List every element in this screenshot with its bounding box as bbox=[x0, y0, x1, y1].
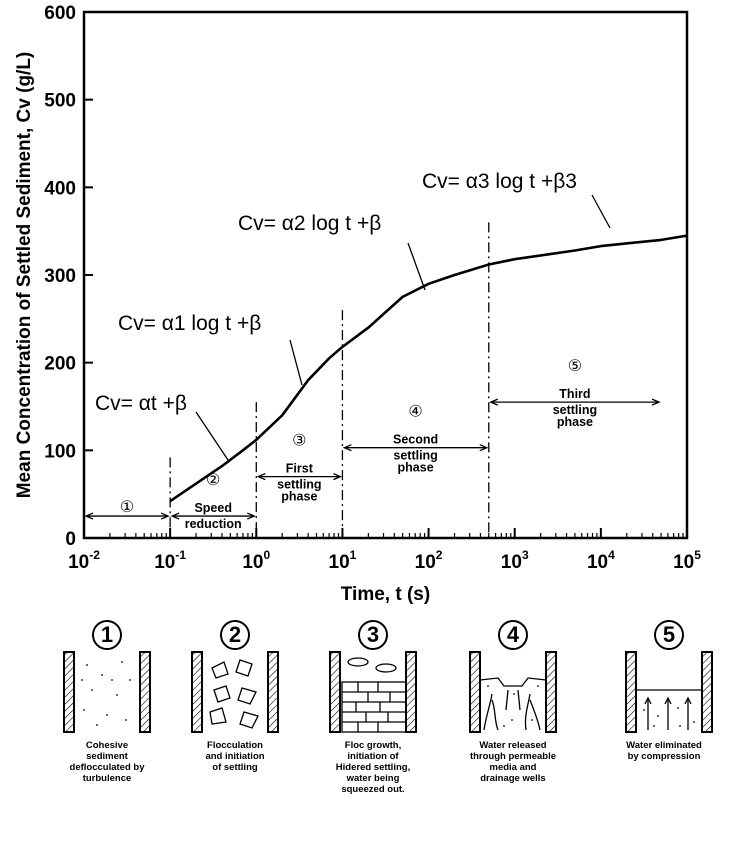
x-tick-label: 104 bbox=[587, 548, 615, 573]
equation-label: Cv= α1 log t +β bbox=[118, 312, 261, 335]
phase-arrow-head bbox=[489, 398, 499, 406]
y-tick-label: 400 bbox=[44, 178, 76, 199]
diagram-number: 3 bbox=[358, 620, 388, 650]
equation-label: Cv= αt +β bbox=[95, 392, 187, 415]
phase-label: Third bbox=[559, 387, 590, 401]
plot-area: 0 100 200 300 400 500 600 10-2 10-1 100 101 102 103 1… bbox=[14, 3, 701, 605]
phase-label: Speed bbox=[194, 501, 232, 515]
x-tick-label: 103 bbox=[501, 548, 529, 573]
y-tick-label: 500 bbox=[44, 91, 76, 112]
phase-arrow-head bbox=[160, 512, 170, 520]
y-tick-label: 300 bbox=[44, 266, 76, 287]
settling-column-icon bbox=[191, 651, 279, 733]
equation-pointer bbox=[195, 411, 229, 461]
y-tick-label: 200 bbox=[44, 354, 76, 375]
y-tick-label: 600 bbox=[44, 3, 76, 24]
phase-label: Second bbox=[393, 433, 438, 447]
phase-label: settling bbox=[277, 478, 321, 492]
plot-frame bbox=[82, 10, 689, 540]
cv-curve bbox=[169, 234, 688, 503]
phase-number: ③ bbox=[292, 433, 306, 450]
phase-arrow-head bbox=[256, 473, 266, 481]
diagram-caption: Water released through permeable media a… bbox=[469, 740, 557, 784]
diagram-caption: Flocculation and initiation of settling bbox=[205, 740, 265, 773]
phase-label: phase bbox=[398, 461, 434, 475]
equation-label: Cv= α3 log t +β3 bbox=[422, 170, 577, 193]
phase-number: ① bbox=[120, 499, 134, 516]
phase-arrow-head bbox=[170, 512, 180, 520]
equation-pointer bbox=[407, 242, 426, 291]
diagram-number: 2 bbox=[220, 620, 250, 650]
diagram-number: 1 bbox=[92, 620, 122, 650]
x-tick-label: 10-1 bbox=[154, 548, 186, 573]
settling-column-icon bbox=[469, 651, 557, 733]
x-tick-label: 105 bbox=[673, 548, 701, 573]
y-tick-label: 100 bbox=[44, 441, 76, 462]
phase-arrow-head bbox=[247, 512, 256, 520]
equation-pointer bbox=[289, 339, 303, 386]
diagram-caption: Cohesive sediment deflocculated by turbu… bbox=[69, 740, 145, 784]
phase-label: settling bbox=[393, 449, 437, 463]
phase-label: phase bbox=[281, 490, 317, 504]
phase-arrow-head bbox=[479, 444, 489, 452]
settling-chart: 0 100 200 300 400 500 600 10-2 10-1 100 101 102 103 1… bbox=[14, 3, 701, 605]
phase-arrow-head bbox=[342, 444, 352, 452]
x-tick-label: 101 bbox=[329, 548, 357, 573]
settling-column-icon bbox=[63, 651, 151, 733]
phase-arrow-head bbox=[84, 512, 94, 520]
y-axis-title: Mean Concentration of Settled Sediment, … bbox=[14, 52, 35, 499]
diagram-caption: Water eliminated by compression bbox=[626, 740, 702, 762]
x-tick-label: 10-2 bbox=[68, 548, 100, 573]
diagram-number: 5 bbox=[654, 620, 684, 650]
x-axis-title: Time, t (s) bbox=[341, 584, 430, 605]
phase-arrow-head bbox=[333, 473, 343, 481]
phase-label: settling bbox=[553, 403, 597, 417]
diagram-caption: Floc growth, initiation of Hidered settl… bbox=[335, 740, 411, 795]
equation-pointer bbox=[591, 194, 611, 229]
settling-column-icon bbox=[329, 651, 417, 733]
y-tick-label: 0 bbox=[65, 529, 76, 550]
diagram-number: 4 bbox=[498, 620, 528, 650]
phase-number: ② bbox=[206, 472, 220, 489]
phase-number: ⑤ bbox=[568, 358, 582, 375]
settling-column-icon bbox=[625, 651, 713, 733]
x-tick-label: 102 bbox=[415, 548, 443, 573]
phase-label: reduction bbox=[185, 517, 242, 531]
phase-arrow-head bbox=[651, 398, 661, 406]
x-tick-label: 100 bbox=[242, 548, 270, 573]
phase-label: phase bbox=[557, 415, 593, 429]
equation-label: Cv= α2 log t +β bbox=[238, 212, 381, 235]
phase-number: ④ bbox=[408, 404, 422, 421]
phase-label: First bbox=[286, 462, 314, 476]
